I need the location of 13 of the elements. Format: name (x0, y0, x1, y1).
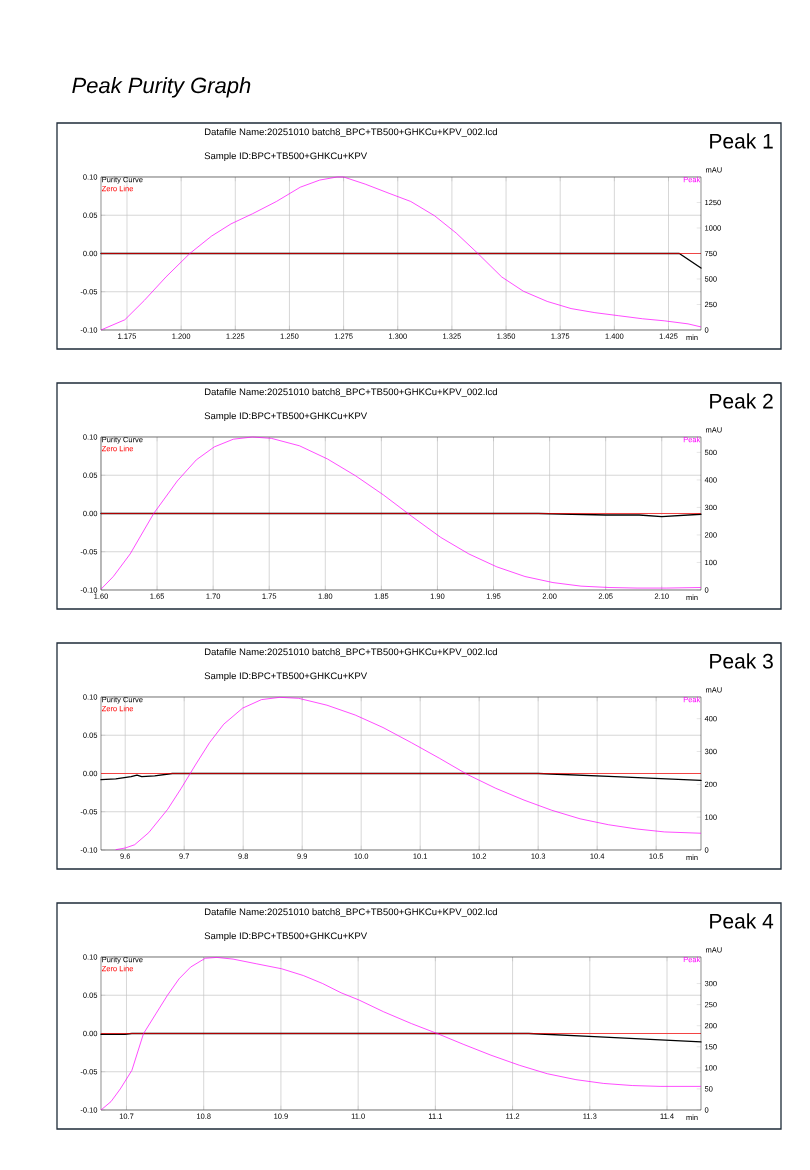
text: Peak Purity Graph (72, 77, 251, 98)
text: Datafile Name:20251010 batch8_BPC+TB500+GHKCu+KPV_002.lcd (204, 388, 497, 397)
text: Sample ID:BPC+TB500+GHKCu+KPV (204, 412, 368, 422)
chart-title: Peak 1 (710, 133, 773, 149)
chart-title: Peak 4 (710, 913, 774, 929)
text: Sample ID:BPC+TB500+GHKCu+KPV (204, 152, 368, 162)
chart-title: Peak 2 (710, 393, 773, 409)
text: Datafile Name:20251010 batch8_BPC+TB500+GHKCu+KPV_002.lcd (204, 128, 497, 137)
text: Datafile Name:20251010 batch8_BPC+TB500+GHKCu+KPV_002.lcd (204, 648, 497, 657)
text: Datafile Name:20251010 batch8_BPC+TB500+GHKCu+KPV_002.lcd (204, 908, 497, 917)
text: Sample ID:BPC+TB500+GHKCu+KPV (204, 932, 368, 942)
text: Sample ID:BPC+TB500+GHKCu+KPV (204, 672, 368, 682)
chart-title: Peak 3 (710, 653, 773, 669)
